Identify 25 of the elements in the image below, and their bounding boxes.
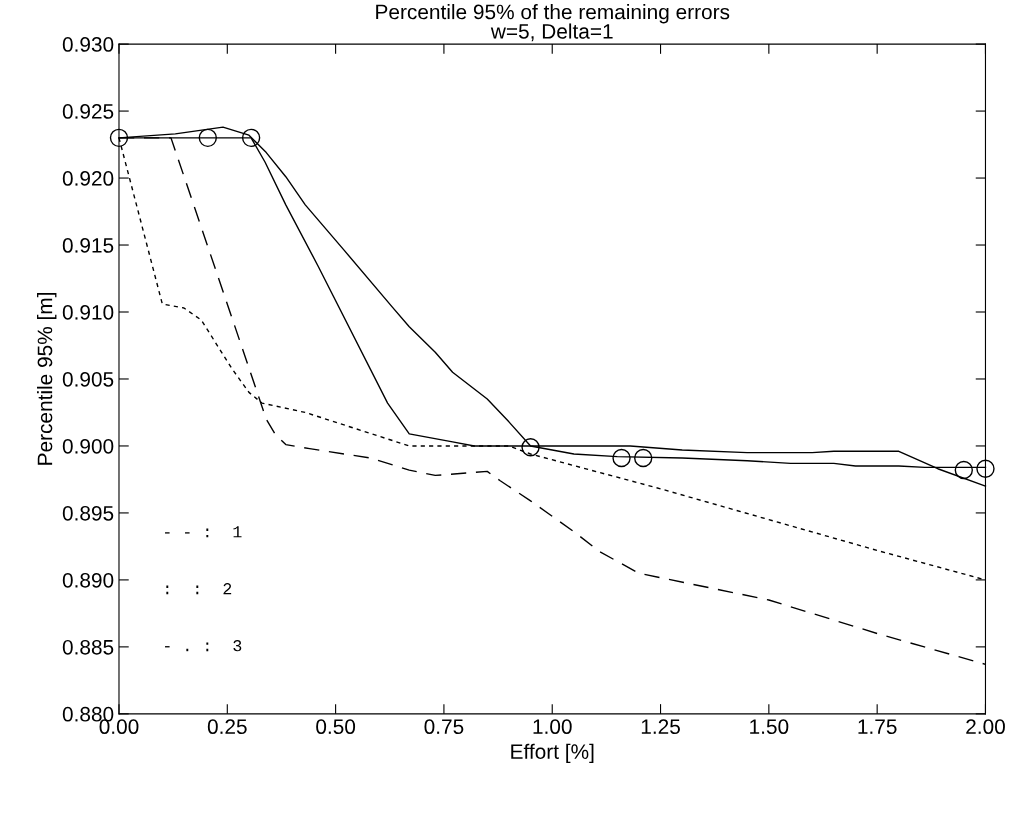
x-tick-label: 0.75 [424,719,464,735]
y-tick-label: 0.885 [62,639,114,655]
x-tick-label: 1.00 [533,719,572,735]
x-tick-label: 2.00 [966,719,1005,735]
x-tick-label: 0.50 [316,719,356,735]
annotation: : : 2 [166,583,232,595]
y-tick-label: 0.895 [62,505,114,521]
y-tick-label: 0.910 [62,305,114,320]
x-tick-label: 1.75 [858,719,897,735]
y-tick-label: 0.920 [62,171,114,186]
y-tick-label: 0.915 [62,238,114,253]
x-tick-label: 1.25 [641,719,680,735]
y-tick-label: 0.900 [62,438,114,454]
y-tick-label: 0.930 [62,37,114,52]
x-axis-title: Effort [%] [511,743,594,764]
x-tick-label: 0.25 [207,719,247,735]
annotation: - . : 3 [165,640,242,652]
y-tick-label: 0.925 [62,104,114,119]
chart-subtitle: w=5, Delta=1 [490,23,613,42]
chart-title: Percentile 95% of the remaining errors [376,4,730,24]
y-tick-label: 0.890 [62,572,114,588]
y-axis-title: Percentile 95% [m] [37,293,57,465]
y-tick-label: 0.905 [62,371,114,387]
x-tick-label: 1.50 [750,719,789,735]
annotation: - - : 1 [165,526,242,538]
